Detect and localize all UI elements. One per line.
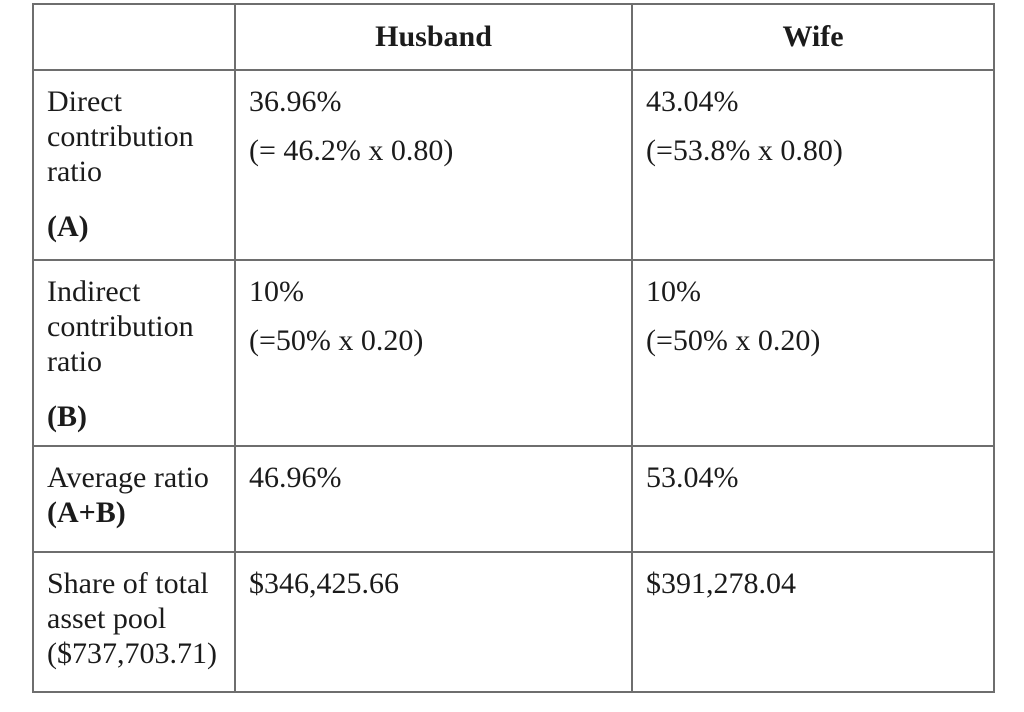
row-label-cell: Direct contribution ratio (A)	[32, 69, 236, 261]
cell-line: 46.96%	[249, 461, 342, 494]
column-header-husband: Husband	[234, 3, 633, 71]
cell-line: 10%	[249, 275, 304, 308]
cell-line: Indirect contribution ratio	[47, 275, 194, 378]
table-row: Direct contribution ratio (A) 36.96% (= 46…	[32, 69, 995, 261]
wife-value-cell: $391,278.04	[631, 551, 995, 693]
cell-line: 53.04%	[646, 461, 739, 494]
table-row: Indirect contribution ratio (B) 10% (=50% …	[32, 259, 995, 447]
cell-line: (A)	[47, 210, 89, 243]
table-row: Average ratio (A+B) 46.96% 53.04%	[32, 445, 995, 553]
wife-value-cell: 53.04%	[631, 445, 995, 553]
cell-line: 43.04%	[646, 85, 739, 118]
cell-line: (B)	[47, 400, 87, 433]
column-header-wife: Wife	[631, 3, 995, 71]
wife-value-cell: 43.04% (=53.8% x 0.80)	[631, 69, 995, 261]
row-label-cell: Average ratio (A+B)	[32, 445, 236, 553]
cell-line: (=50% x 0.20)	[646, 324, 821, 357]
corner-header-cell	[32, 3, 236, 71]
cell-line: 36.96%	[249, 85, 342, 118]
husband-value-cell: $346,425.66	[234, 551, 633, 693]
husband-value-cell: 36.96% (= 46.2% x 0.80)	[234, 69, 633, 261]
cell-line: (=53.8% x 0.80)	[646, 134, 843, 167]
cell-line: (= 46.2% x 0.80)	[249, 134, 454, 167]
row-label-cell: Indirect contribution ratio (B)	[32, 259, 236, 447]
header-row: Husband Wife	[32, 3, 995, 71]
cell-line: Share of total asset pool ($737,703.71)	[47, 567, 217, 670]
row-label-cell: Share of total asset pool ($737,703.71)	[32, 551, 236, 693]
cell-line: (=50% x 0.20)	[249, 324, 424, 357]
table-row: Share of total asset pool ($737,703.71) …	[32, 551, 995, 693]
cell-line: Average ratio	[47, 461, 209, 494]
wife-value-cell: 10% (=50% x 0.20)	[631, 259, 995, 447]
cell-line: (A+B)	[47, 496, 126, 529]
cell-line: $346,425.66	[249, 567, 399, 600]
cell-line: $391,278.04	[646, 567, 796, 600]
husband-value-cell: 46.96%	[234, 445, 633, 553]
husband-value-cell: 10% (=50% x 0.20)	[234, 259, 633, 447]
cell-line: 10%	[646, 275, 701, 308]
contribution-ratio-table: Husband Wife Direct contribution ratio (A…	[32, 3, 995, 693]
cell-line: Direct contribution ratio	[47, 85, 194, 188]
